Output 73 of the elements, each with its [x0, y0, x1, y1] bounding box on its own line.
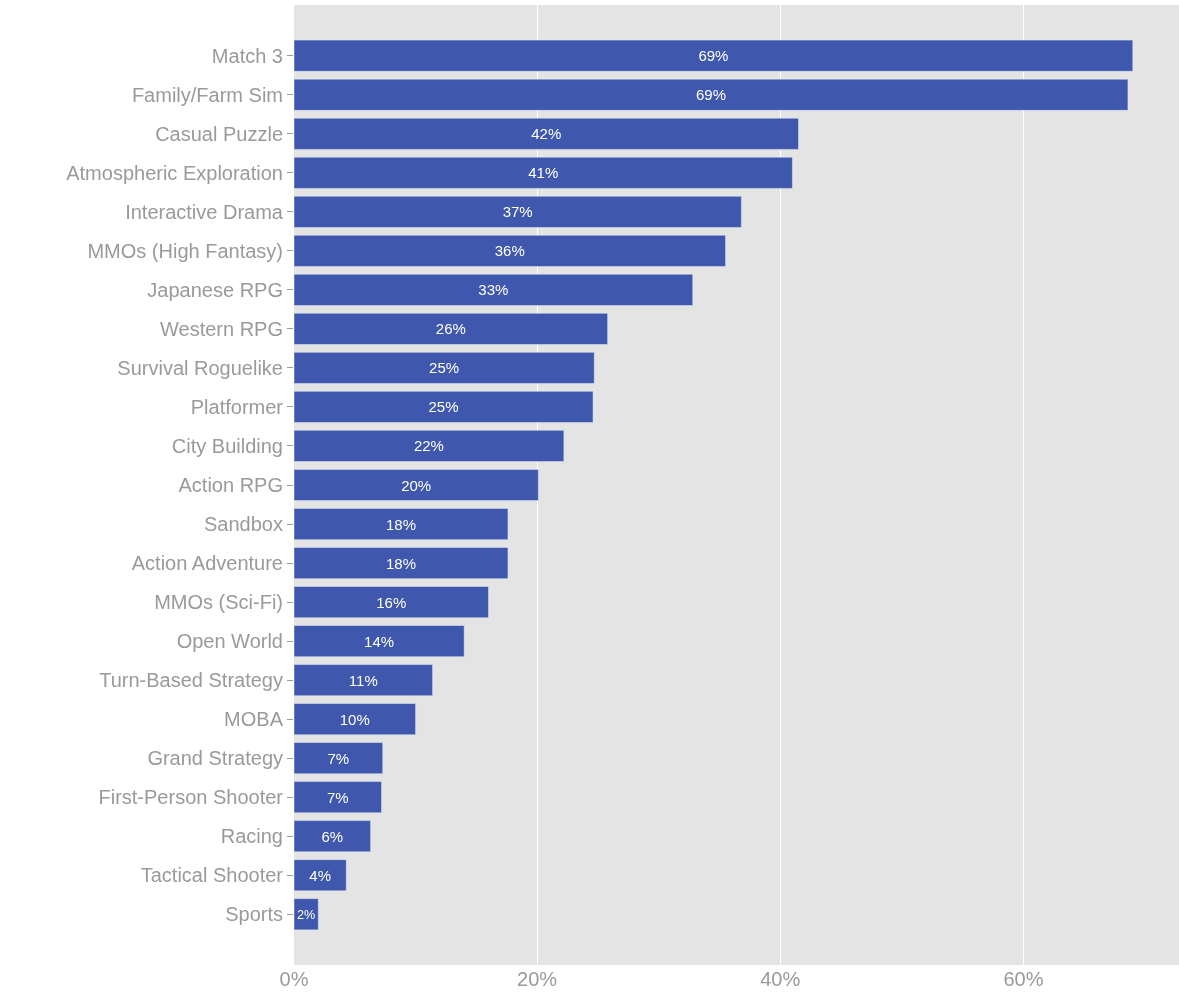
x-tick-label: 40%	[760, 968, 801, 990]
data-label: 33%	[478, 281, 509, 299]
bar	[294, 234, 726, 267]
bar	[294, 781, 382, 814]
y-tick-label: First-Person Shooter	[98, 786, 284, 809]
data-label: 25%	[428, 398, 459, 416]
bar	[294, 820, 371, 853]
data-label: 36%	[494, 242, 525, 260]
bar	[294, 117, 799, 150]
bar	[294, 430, 565, 462]
data-label: 4%	[309, 866, 331, 884]
y-tick-label: Grand Strategy	[147, 747, 283, 770]
data-label: 16%	[376, 593, 407, 611]
y-tick-label: Sports	[225, 903, 283, 926]
bar	[294, 664, 433, 696]
y-tick-label: Survival Roguelike	[117, 356, 283, 379]
x-tick-label: 20%	[517, 968, 558, 990]
y-tick-label: Atmospheric Exploration	[66, 161, 283, 184]
data-label: 20%	[401, 476, 432, 494]
bar	[294, 859, 347, 892]
data-label: 14%	[364, 632, 395, 650]
y-tick-label: Casual Puzzle	[155, 122, 283, 145]
data-label: 7%	[326, 788, 349, 806]
data-label: 11%	[348, 671, 378, 689]
y-tick-label: Action RPG	[178, 474, 283, 496]
bar	[294, 313, 608, 345]
bar	[294, 39, 1134, 72]
x-tick-label: 0%	[279, 968, 309, 990]
bar	[294, 586, 489, 618]
data-label: 10%	[339, 710, 370, 728]
data-label: 22%	[413, 437, 444, 455]
data-label: 41%	[528, 164, 559, 182]
data-label: 25%	[429, 359, 460, 377]
y-tick-label: Interactive Drama	[125, 200, 284, 223]
bar	[294, 469, 539, 501]
y-tick-label: Match 3	[211, 44, 283, 67]
y-tick-label: Open World	[176, 630, 283, 653]
data-label: 18%	[385, 554, 416, 572]
y-tick-label: Japanese RPG	[147, 278, 283, 301]
x-tick-label: 60%	[1003, 968, 1044, 990]
data-label: 7%	[327, 749, 350, 767]
y-tick-label: Tactical Shooter	[140, 864, 284, 887]
y-tick-label: Turn-Based Strategy	[99, 669, 283, 692]
data-label: 69%	[698, 47, 729, 65]
y-tick-label: MMOs (High Fantasy)	[87, 239, 283, 262]
bar	[294, 703, 416, 736]
bar	[294, 195, 742, 228]
data-label: 6%	[321, 827, 344, 845]
y-tick-label: Sandbox	[204, 513, 283, 536]
y-tick-label: MOBA	[224, 708, 284, 731]
bar	[294, 508, 509, 540]
bar	[294, 352, 595, 384]
y-tick-label: MMOs (Sci-Fi)	[154, 591, 283, 614]
data-label: 42%	[531, 125, 562, 143]
data-label: 37%	[502, 203, 533, 221]
y-tick-label: Family/Farm Sim	[131, 83, 283, 106]
bar	[294, 547, 509, 579]
data-label: 2%	[297, 907, 316, 922]
bar	[294, 156, 793, 189]
data-label: 69%	[695, 86, 726, 104]
y-tick-label: Western RPG	[160, 317, 283, 340]
y-tick-label: City Building	[171, 434, 283, 457]
y-tick-label: Racing	[220, 825, 283, 848]
y-tick-label: Action Adventure	[131, 552, 283, 575]
y-tick-label: Platformer	[190, 395, 284, 418]
bar	[294, 625, 465, 657]
bar	[294, 78, 1129, 111]
data-label: 18%	[385, 515, 416, 533]
data-label: 26%	[435, 320, 466, 338]
bar	[294, 391, 594, 423]
bar	[294, 898, 319, 931]
bar	[294, 274, 693, 306]
bar	[294, 742, 383, 775]
